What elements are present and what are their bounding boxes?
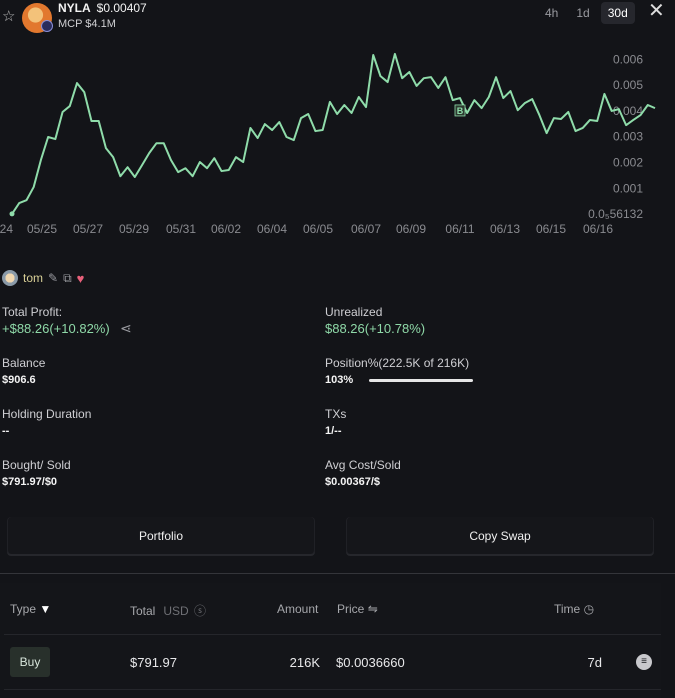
holding-duration-label: Holding Duration bbox=[2, 407, 92, 421]
token-title: NYLA $0.00407 bbox=[58, 1, 147, 15]
y-tick-label: 0.003 bbox=[613, 130, 643, 144]
chain-badge-icon bbox=[41, 20, 53, 32]
unrealized-value: $88.26(+10.78%) bbox=[325, 321, 426, 336]
token-price: $0.00407 bbox=[96, 1, 147, 15]
balance-value: $906.6 bbox=[2, 374, 36, 386]
timeframe-1d[interactable]: 1d bbox=[576, 6, 590, 20]
buy-marker[interactable] bbox=[454, 104, 466, 117]
filter-icon[interactable]: ▼ bbox=[39, 602, 52, 616]
holding-duration-value: -- bbox=[2, 425, 10, 437]
x-tick-label: 06/05 bbox=[303, 222, 333, 236]
x-tick-label: 05/29 bbox=[119, 222, 149, 236]
header-time: Time ◷ bbox=[554, 602, 594, 616]
price-line bbox=[11, 52, 656, 215]
row-divider bbox=[4, 634, 661, 635]
trades-table bbox=[0, 583, 661, 698]
bought-sold-value: $791.97/$0 bbox=[2, 476, 58, 488]
total-label: Total bbox=[130, 604, 156, 618]
y-tick-label: 0.002 bbox=[613, 156, 643, 170]
start-point bbox=[9, 211, 15, 217]
x-tick-label: 06/11 bbox=[445, 222, 474, 236]
total-profit-label: Total Profit: bbox=[2, 305, 63, 319]
x-tick-label: 05/27 bbox=[73, 222, 103, 236]
x-tick-label: 06/07 bbox=[351, 222, 381, 236]
user-avatar bbox=[2, 270, 18, 286]
header-amount: Amount bbox=[277, 602, 319, 616]
x-tick-label: 06/04 bbox=[257, 222, 287, 236]
copy-swap-button[interactable]: Copy Swap bbox=[346, 517, 654, 554]
y-tick-label: 0.001 bbox=[613, 181, 643, 195]
usd-toggle[interactable]: USD bbox=[163, 604, 189, 618]
time-label: Time bbox=[554, 602, 581, 616]
share-icon[interactable]: ⋖ bbox=[120, 320, 132, 336]
favorite-star-icon[interactable]: ☆ bbox=[2, 8, 16, 25]
user-row: tom ✎ ⧉ ♥ bbox=[2, 270, 84, 286]
y-tick-label: 0.005 bbox=[613, 78, 643, 92]
header-type[interactable]: Type ▼ bbox=[10, 602, 51, 616]
currency-icon[interactable]: ⓢ bbox=[194, 604, 207, 618]
y-tick-label: 0.006 bbox=[613, 52, 643, 66]
user-name[interactable]: tom bbox=[23, 271, 44, 285]
x-tick-label: 05/31 bbox=[166, 222, 196, 236]
timeframe-30d[interactable]: 30d bbox=[600, 2, 635, 24]
x-tick-label: 05/25 bbox=[27, 222, 57, 236]
swap-icon[interactable]: ⇋ bbox=[367, 602, 378, 616]
balance-label: Balance bbox=[2, 356, 46, 370]
x-tick-label: 06/09 bbox=[396, 222, 426, 236]
bought-sold-label: Bought/ Sold bbox=[2, 458, 71, 472]
avg-cost-value: $0.00367/$ bbox=[325, 476, 381, 488]
heart-icon[interactable]: ♥ bbox=[76, 270, 85, 286]
copy-icon[interactable]: ⧉ bbox=[63, 270, 72, 285]
details-icon[interactable]: ≡ bbox=[636, 654, 652, 670]
x-tick-label: 05/24 bbox=[0, 222, 13, 236]
close-icon[interactable]: ✕ bbox=[648, 0, 665, 22]
divider bbox=[0, 573, 675, 574]
row-divider bbox=[4, 689, 661, 690]
timeframe-4h[interactable]: 4h bbox=[545, 6, 559, 20]
y-tick-label: 0.0₅56132 bbox=[588, 207, 643, 221]
clock-icon[interactable]: ◷ bbox=[583, 602, 595, 616]
timeframe-selector: 4h 1d 30d bbox=[538, 2, 635, 24]
row-price: $0.0036660 bbox=[336, 655, 405, 670]
price-chart[interactable]: 0.0060.0050.0040.0030.0020.0010.0₅561320… bbox=[0, 40, 675, 240]
position-label: Position%(222.5K of 216K) bbox=[325, 356, 470, 370]
unrealized-label: Unrealized bbox=[325, 305, 383, 319]
header-price: Price ⇋ bbox=[337, 602, 378, 616]
edit-icon[interactable]: ✎ bbox=[48, 271, 59, 285]
position-progress-bar bbox=[369, 379, 473, 382]
x-tick-label: 06/16 bbox=[583, 222, 613, 236]
buy-marker-label: B bbox=[457, 106, 464, 116]
total-profit-value: +$88.26(+10.82%) bbox=[2, 321, 110, 336]
row-total: $791.97 bbox=[130, 655, 177, 670]
txs-value: 1/-- bbox=[325, 425, 342, 437]
token-name: NYLA bbox=[58, 1, 91, 15]
txs-label: TXs bbox=[325, 407, 347, 421]
x-tick-label: 06/15 bbox=[536, 222, 566, 236]
position-value: 103% bbox=[325, 374, 354, 386]
row-time: 7d bbox=[587, 655, 602, 670]
type-buy-badge: Buy bbox=[10, 647, 50, 677]
header-total: Total USD ⓢ bbox=[130, 602, 206, 619]
price-label: Price bbox=[337, 602, 365, 616]
type-label: Type bbox=[10, 602, 37, 616]
market-cap: MCP $4.1M bbox=[58, 18, 116, 30]
portfolio-button[interactable]: Portfolio bbox=[7, 517, 315, 554]
x-tick-label: 06/13 bbox=[490, 222, 520, 236]
row-amount: 216K bbox=[289, 655, 320, 670]
avg-cost-label: Avg Cost/Sold bbox=[325, 458, 401, 472]
x-tick-label: 06/02 bbox=[211, 222, 241, 236]
